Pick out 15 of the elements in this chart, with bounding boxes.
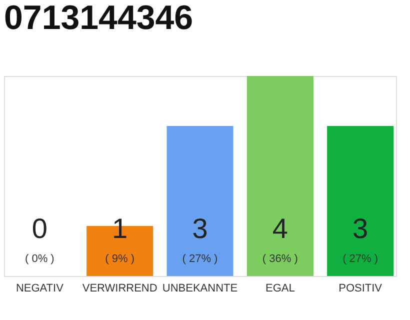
annotation: ( 36% ) <box>262 253 298 265</box>
data-label: 3 <box>192 213 208 244</box>
annotation: ( 27% ) <box>342 253 378 265</box>
chart-title: 0713144346 <box>4 0 194 37</box>
x-tick-label: UNBEKANNTE <box>162 282 238 294</box>
annotation: ( 9% ) <box>105 253 135 265</box>
x-tick-label: VERWIRREND <box>82 282 158 294</box>
data-label: 4 <box>272 213 288 244</box>
x-tick-label: EGAL <box>265 282 295 294</box>
annotation: ( 0% ) <box>25 253 54 265</box>
x-tick-label: POSITIV <box>338 282 383 294</box>
data-label: 0 <box>32 213 48 244</box>
annotation: ( 27% ) <box>182 253 218 265</box>
x-tick-label: NEGATIV <box>16 282 64 294</box>
data-label: 3 <box>352 213 368 244</box>
